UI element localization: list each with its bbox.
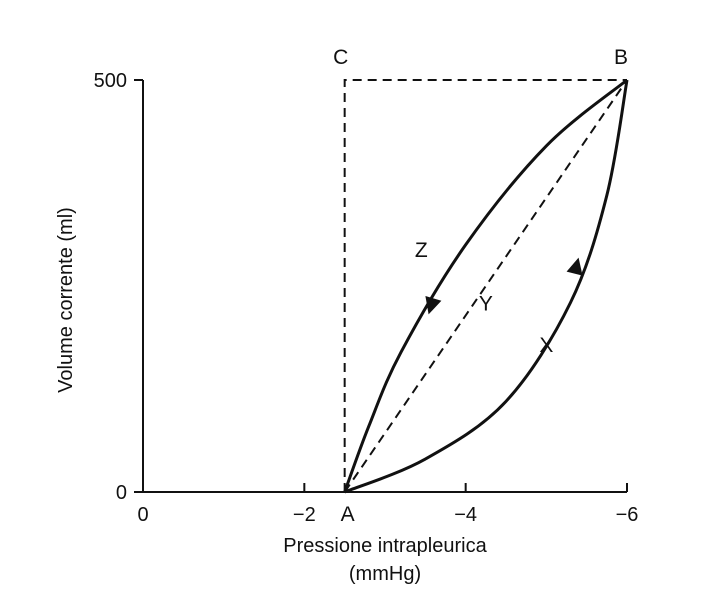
labels-layer: X Y Z A B C <box>333 46 628 526</box>
y-tick-label-1: 500 <box>94 70 127 92</box>
axes: 0 500 0 −2 −4 −6 <box>94 70 639 526</box>
point-label-b: B <box>614 46 628 69</box>
x-tick-label-1: −2 <box>293 504 316 526</box>
y-axis-title: Volume corrente (ml) <box>55 207 77 393</box>
series-line-z <box>343 78 628 493</box>
series-line-y <box>343 79 628 493</box>
series-label-y: Y <box>479 293 493 316</box>
arrow-z <box>425 295 442 315</box>
point-label-a: A <box>341 503 355 526</box>
x-tick-label-2: −4 <box>454 504 477 526</box>
x-tick-label-0: 0 <box>137 504 148 526</box>
series-line-guide <box>343 79 627 492</box>
arrow-x <box>566 257 583 276</box>
series-label-z: Z <box>415 239 428 262</box>
series-label-x: X <box>539 334 553 357</box>
series-line-x <box>344 79 629 494</box>
series-layer <box>343 78 629 494</box>
point-label-c: C <box>333 46 348 69</box>
x-tick-label-3: −6 <box>616 504 639 526</box>
x-axis-title: Pressione intrapleurica <box>283 535 487 557</box>
x-axis-unit: (mmHg) <box>349 563 421 585</box>
y-tick-label-0: 0 <box>116 482 127 504</box>
